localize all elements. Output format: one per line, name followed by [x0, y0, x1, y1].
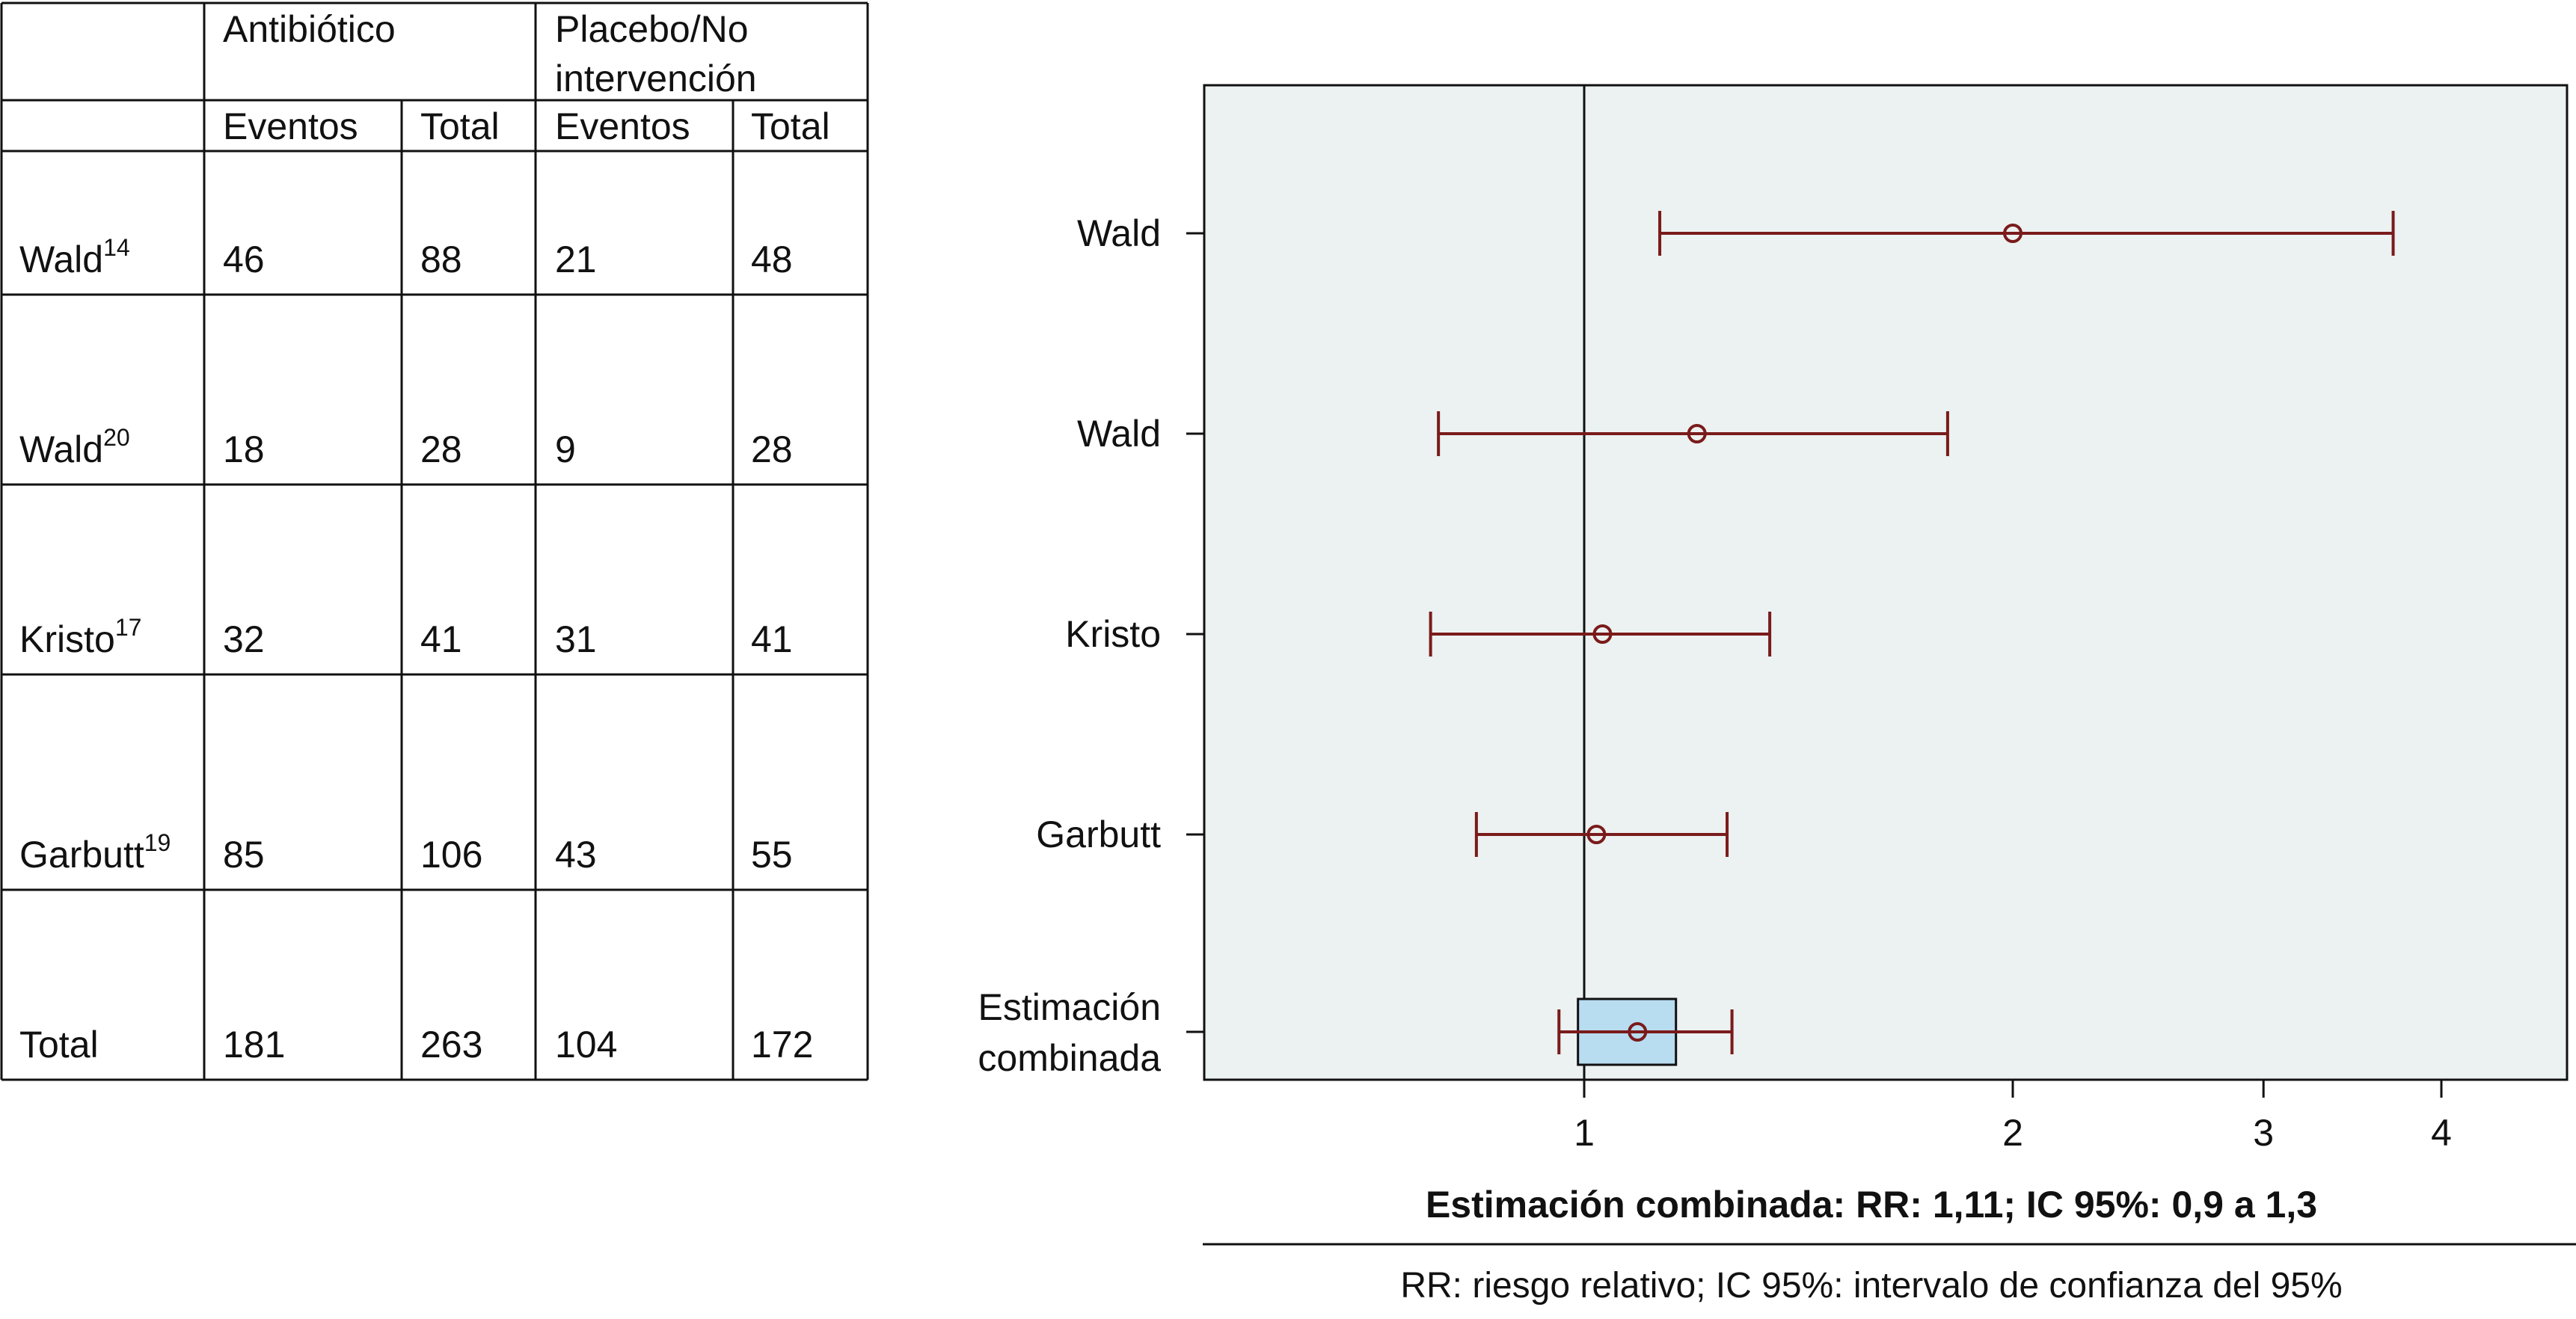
study-ci [1474, 812, 1729, 857]
table-cell: 181 [223, 1024, 285, 1066]
table-cell: 172 [751, 1024, 813, 1066]
table-cell: 41 [751, 618, 793, 660]
study-ci [1658, 211, 2395, 256]
study-reference: 20 [103, 424, 130, 451]
table-cell: 104 [555, 1024, 617, 1066]
combined-label-line1: Estimación [978, 986, 1161, 1028]
summary-estimate: Estimación combinada: RR: 1,11; IC 95%: … [1426, 1184, 2317, 1226]
table-cell: 41 [420, 618, 462, 660]
point-estimate [1592, 624, 1613, 644]
table-cell: 263 [420, 1024, 482, 1066]
study-label: Wald [1077, 413, 1161, 455]
x-tick-label: 1 [1574, 1112, 1595, 1154]
study-ci [1437, 411, 1949, 456]
combined-label-line2: combinada [978, 1037, 1161, 1079]
x-tick-label: 3 [2253, 1112, 2274, 1154]
table-cell: 32 [223, 618, 265, 660]
study-name: Total [19, 1024, 99, 1066]
table-cell: 88 [420, 239, 462, 280]
study-reference: 19 [144, 829, 171, 856]
x-axis: 1 2 3 4 [1574, 1080, 2452, 1154]
point-estimate [1628, 1022, 1648, 1042]
footnote: RR: riesgo relativo; IC 95%: intervalo d… [1400, 1266, 2342, 1306]
table-cell: 48 [751, 239, 793, 280]
subheader-total-2: Total [751, 105, 830, 147]
table-headers: Antibiótico Placebo/No intervención Even… [223, 8, 830, 147]
subheader-eventos-2: Eventos [555, 105, 690, 147]
header-placebo-line2: intervención [555, 58, 757, 99]
x-tick-label: 2 [2002, 1112, 2023, 1154]
table-cell: 9 [555, 428, 576, 470]
study-ci [1429, 612, 1772, 657]
table-cell: 43 [555, 834, 597, 876]
table-cell: 46 [223, 239, 265, 280]
plot-marks [1429, 211, 2395, 1066]
subheader-eventos-1: Eventos [223, 105, 358, 147]
study-label: Kristo [1065, 613, 1161, 655]
point-estimate [1687, 424, 1707, 443]
header-placebo-line1: Placebo/No [555, 8, 749, 50]
study-reference: 14 [103, 234, 130, 261]
table-cell: 18 [223, 428, 265, 470]
table-cell: 106 [420, 834, 482, 876]
table-row: Total 181 263 104 172 [19, 1024, 813, 1066]
point-estimate [1586, 825, 1607, 844]
table-cell: 28 [420, 428, 462, 470]
table-cell: 21 [555, 239, 597, 280]
table-cell: 85 [223, 834, 265, 876]
combined-estimate [1557, 997, 1734, 1066]
study-label: Wald [1077, 212, 1161, 254]
table-cell: 31 [555, 618, 597, 660]
table-cell: 28 [751, 428, 793, 470]
study-label: Garbutt [1036, 814, 1161, 855]
x-tick-label: 4 [2431, 1112, 2452, 1154]
point-estimate [2003, 224, 2023, 243]
table-grid [0, 1, 869, 1081]
table-cell: 55 [751, 834, 793, 876]
y-axis-labels: Wald Wald Kristo Garbutt Estimación combinada [978, 212, 1204, 1079]
header-antibiotico: Antibiótico [223, 8, 396, 50]
study-reference: 17 [115, 614, 142, 641]
plot-panel [1203, 84, 2569, 1081]
table-row: Wald20 18 28 9 28 [19, 424, 793, 470]
subheader-total-1: Total [420, 105, 500, 147]
